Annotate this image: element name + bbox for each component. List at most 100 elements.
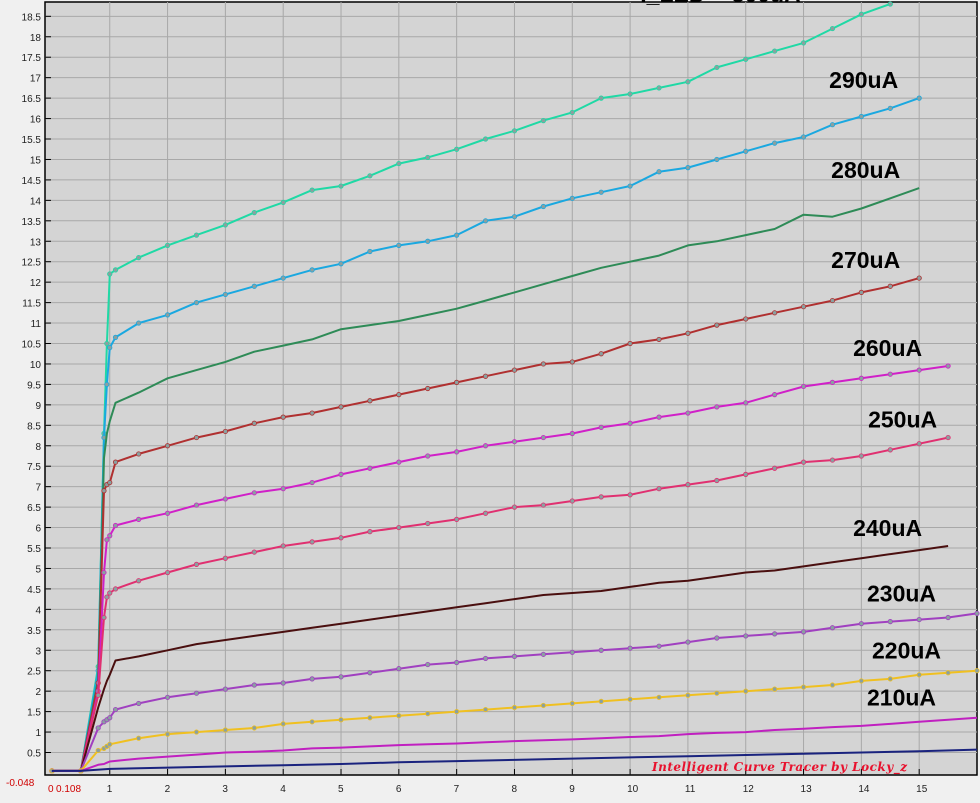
data-point bbox=[627, 645, 633, 651]
data-point bbox=[772, 631, 778, 637]
data-point bbox=[569, 109, 575, 116]
y-tick-label: 10.5 bbox=[22, 340, 42, 351]
series-line-8 bbox=[51, 669, 978, 772]
data-point bbox=[800, 134, 807, 140]
y-tick-label: 3.5 bbox=[27, 626, 41, 637]
curve-label-4: 260uA bbox=[853, 335, 922, 361]
y-tick-label: 7.5 bbox=[27, 462, 41, 473]
data-point bbox=[309, 410, 315, 416]
data-point bbox=[511, 704, 518, 711]
data-point bbox=[309, 479, 315, 486]
data-point bbox=[569, 359, 575, 365]
data-point bbox=[95, 725, 101, 731]
data-point bbox=[454, 659, 460, 666]
data-point bbox=[829, 122, 836, 128]
x-tick-label: 12 bbox=[743, 784, 755, 795]
data-point bbox=[800, 459, 807, 465]
data-point bbox=[107, 533, 113, 539]
series-line-0 bbox=[51, 3, 891, 772]
y-tick-label: 7 bbox=[35, 483, 41, 494]
data-point bbox=[107, 590, 113, 596]
data-point bbox=[280, 680, 286, 686]
data-point bbox=[251, 210, 257, 216]
y-tick-label: 5.5 bbox=[27, 544, 41, 555]
data-point bbox=[772, 140, 778, 146]
data-point bbox=[454, 146, 460, 152]
data-point bbox=[367, 465, 373, 471]
data-point bbox=[974, 668, 980, 674]
data-point bbox=[367, 398, 373, 404]
data-point bbox=[454, 516, 460, 522]
data-point bbox=[425, 520, 431, 527]
data-point bbox=[338, 674, 344, 680]
data-point bbox=[685, 692, 691, 698]
curve-labels: I_LED = 300uA 290uA 280uA 270uA 260uA 250uA 24… bbox=[640, 0, 941, 711]
data-point bbox=[800, 383, 807, 390]
data-point bbox=[280, 721, 286, 727]
data-point bbox=[540, 361, 546, 367]
data-point bbox=[482, 136, 489, 142]
data-point bbox=[772, 48, 778, 54]
data-point bbox=[743, 471, 749, 477]
data-point bbox=[511, 214, 518, 220]
data-point bbox=[280, 275, 286, 281]
data-point bbox=[222, 291, 228, 298]
x-axis-ticks: 1 2 3 4 5 6 7 8 9 10 11 12 13 14 15 bbox=[107, 769, 928, 795]
data-point bbox=[627, 340, 633, 347]
curve-label-5: 250uA bbox=[868, 407, 937, 433]
data-point bbox=[858, 375, 864, 381]
data-point bbox=[396, 459, 402, 465]
x-tick-label: 11 bbox=[685, 784, 696, 795]
data-point bbox=[425, 154, 431, 161]
data-point bbox=[627, 492, 633, 498]
plot-area bbox=[44, 1, 978, 776]
data-point bbox=[482, 655, 489, 662]
data-point bbox=[107, 715, 113, 721]
data-point bbox=[136, 451, 142, 457]
x-tick-label: 5 bbox=[338, 784, 344, 795]
curve-label-0: I_LED = 300uA bbox=[640, 0, 800, 7]
y-tick-label: 9 bbox=[35, 401, 41, 412]
data-point bbox=[482, 510, 489, 516]
data-point bbox=[454, 449, 460, 455]
data-point bbox=[569, 195, 575, 201]
y-tick-label: 18.5 bbox=[22, 12, 42, 23]
data-point bbox=[714, 690, 720, 696]
y-tick-label: 9.5 bbox=[27, 380, 41, 391]
data-point bbox=[714, 635, 720, 641]
data-point bbox=[222, 727, 228, 733]
data-point bbox=[193, 232, 200, 238]
data-point bbox=[858, 11, 864, 17]
data-point bbox=[887, 447, 893, 453]
x-tick-label: 14 bbox=[858, 784, 870, 795]
data-point bbox=[454, 232, 460, 238]
curve-label-7: 230uA bbox=[867, 580, 936, 606]
y-tick-label: 10 bbox=[30, 360, 42, 371]
data-point bbox=[101, 614, 107, 621]
data-point bbox=[164, 510, 171, 516]
y-tick-label: 13.5 bbox=[22, 217, 42, 228]
data-point bbox=[887, 105, 893, 111]
data-point bbox=[627, 420, 633, 426]
y-tick-label: 8.5 bbox=[27, 421, 41, 432]
data-point bbox=[656, 85, 662, 91]
curve-label-9: 210uA bbox=[867, 685, 936, 711]
y-tick-label: 16.5 bbox=[22, 94, 42, 105]
data-point bbox=[887, 619, 893, 625]
data-point bbox=[454, 379, 460, 385]
data-point bbox=[309, 719, 315, 725]
data-point bbox=[858, 678, 864, 684]
y-offset-label: -0.048 bbox=[6, 778, 35, 789]
data-point bbox=[136, 320, 142, 326]
data-point bbox=[338, 717, 344, 723]
y-tick-label: 3 bbox=[35, 646, 41, 657]
data-point bbox=[656, 336, 662, 343]
data-point bbox=[714, 322, 720, 328]
x-tick-label: 4 bbox=[280, 784, 286, 795]
data-point bbox=[136, 700, 142, 707]
data-point bbox=[193, 300, 200, 306]
data-point bbox=[685, 639, 691, 645]
data-point bbox=[280, 486, 286, 492]
data-point bbox=[656, 414, 662, 420]
y-tick-label: 5 bbox=[35, 564, 41, 575]
